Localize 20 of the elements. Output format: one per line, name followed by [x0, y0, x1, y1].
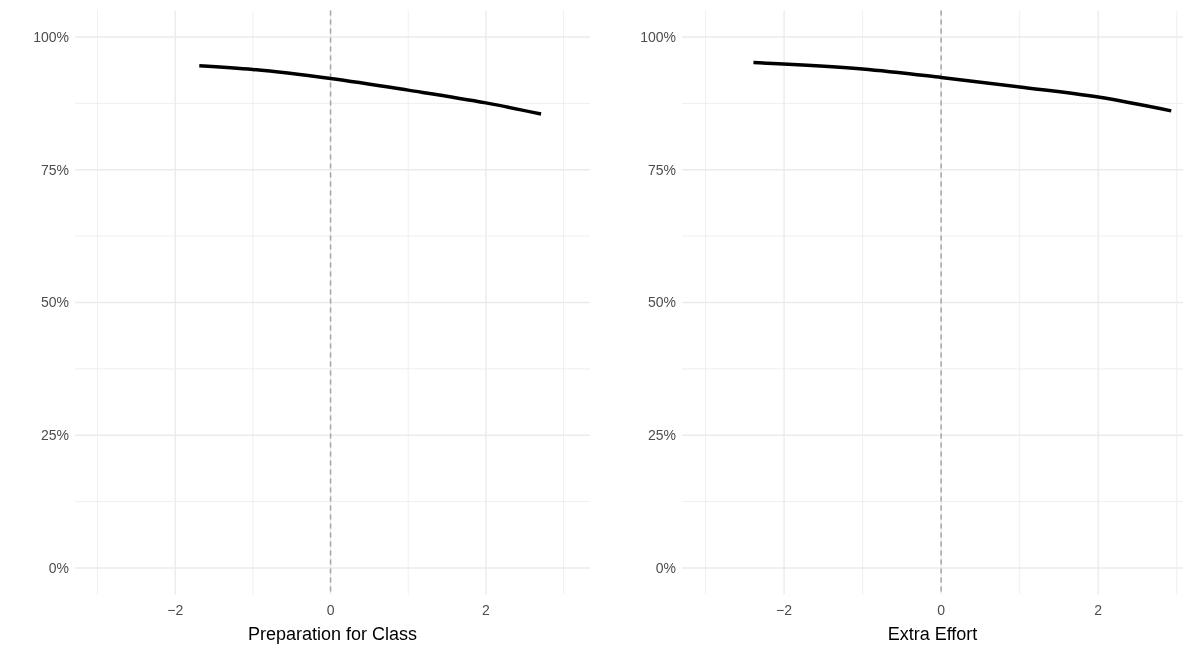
- x-axis-title: Extra Effort: [887, 623, 978, 644]
- y-tick-label: 100%: [640, 28, 676, 45]
- x-tick-label: 2: [1094, 601, 1103, 618]
- y-tick-label: 0%: [48, 559, 69, 576]
- y-tick-label: 25%: [647, 427, 676, 444]
- line-series: [197, 63, 543, 116]
- x-tick-label: −2: [776, 601, 793, 618]
- y-tick-label: 75%: [40, 161, 69, 178]
- x-tick-label: −2: [167, 601, 184, 618]
- y-tick-label: 100%: [33, 28, 69, 45]
- x-axis-title: Preparation for Class: [247, 623, 418, 644]
- x-tick-label: 0: [937, 601, 946, 618]
- y-tick-label: 0%: [655, 559, 676, 576]
- line-series: [751, 60, 1173, 113]
- y-tick-label: 50%: [40, 294, 69, 311]
- y-tick-label: 25%: [40, 427, 69, 444]
- x-tick-label: 2: [482, 601, 491, 618]
- y-tick-label: 75%: [647, 161, 676, 178]
- x-tick-label: 0: [326, 601, 335, 618]
- y-tick-label: 50%: [647, 294, 676, 311]
